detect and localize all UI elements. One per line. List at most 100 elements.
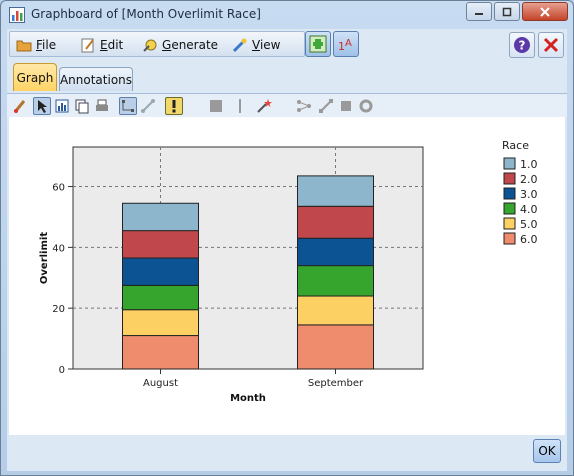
palette-toggle-button[interactable]: 1 A xyxy=(333,31,359,57)
square-icon xyxy=(210,100,222,112)
legend-swatch xyxy=(503,202,516,215)
x-tick-label: September xyxy=(308,378,364,389)
help-icon: ? xyxy=(514,37,530,53)
tab-graph[interactable]: Graph xyxy=(13,63,57,91)
print-icon xyxy=(96,99,108,111)
svg-text:1: 1 xyxy=(338,40,345,53)
menu-generate-label: Generate xyxy=(162,38,219,52)
menu-edit-label: Edit xyxy=(100,38,124,52)
x-axis-title: Month xyxy=(230,393,266,404)
print-tool[interactable] xyxy=(93,97,111,115)
legend-swatch xyxy=(503,187,516,200)
legend-swatch xyxy=(503,217,516,230)
menu-file[interactable]: File xyxy=(16,35,56,55)
menu-file-label: File xyxy=(36,38,57,52)
close-red-icon xyxy=(543,37,559,53)
folder-icon xyxy=(16,40,32,52)
minimize-button[interactable] xyxy=(466,2,492,21)
bar-segment xyxy=(122,257,199,286)
close-graph-button[interactable] xyxy=(538,32,564,58)
bar-segment xyxy=(122,202,199,232)
connector-icon xyxy=(319,99,333,113)
connector-tool[interactable] xyxy=(317,97,335,115)
insert-graph-icon xyxy=(309,35,327,53)
edit-icon xyxy=(81,38,94,53)
help-button[interactable]: ? xyxy=(509,32,535,58)
copy-icon xyxy=(75,99,89,114)
bar-segment xyxy=(297,237,374,267)
legend-title: Race xyxy=(502,139,529,152)
menu-bar: File Edit Generate View xyxy=(9,31,305,57)
bar-segment xyxy=(122,335,199,370)
brush-tool[interactable] xyxy=(11,97,29,115)
select-tool[interactable] xyxy=(33,97,51,115)
title-bar[interactable]: Graphboard of [Month Overlimit Race] xyxy=(1,1,573,29)
close-window-button[interactable] xyxy=(522,2,568,21)
graphboard-app-icon xyxy=(9,7,25,23)
view-icon xyxy=(232,38,247,53)
client-area: File Edit Generate View xyxy=(7,29,567,471)
magic-tool[interactable] xyxy=(255,97,273,115)
y-tick-label: 0 xyxy=(59,365,65,376)
y-tick-label: 20 xyxy=(52,304,65,315)
minimize-icon xyxy=(475,12,483,15)
legend-swatch xyxy=(503,232,516,245)
legend-label: 5.0 xyxy=(520,218,538,231)
svg-text:?: ? xyxy=(519,39,526,53)
shape-tool[interactable] xyxy=(357,97,375,115)
tab-bar: Graph Annotations xyxy=(7,61,567,91)
bar-segment xyxy=(297,205,374,239)
paintbrush-icon xyxy=(13,100,26,113)
menu-view-label: View xyxy=(252,38,281,52)
fill-square-icon xyxy=(341,101,351,111)
graph-toolbar xyxy=(7,93,567,117)
bar-segment xyxy=(122,284,199,311)
legend-swatch xyxy=(503,172,516,185)
bar-chart-icon xyxy=(55,99,69,113)
stacked-bar-chart[interactable]: 0 20 40 60 August September Month Overlimit Race… xyxy=(9,117,565,435)
maximize-icon xyxy=(502,7,512,16)
bar-segment xyxy=(122,309,199,337)
maximize-button[interactable] xyxy=(494,2,520,21)
gear-shape-icon xyxy=(359,99,373,113)
graph-panel: 0 20 40 60 August September Month Overlimit Race… xyxy=(9,117,565,435)
magic-wand-icon xyxy=(257,99,272,113)
font-size-icon: 1 A xyxy=(338,38,352,53)
x-tick-label: August xyxy=(143,378,178,389)
pointer-icon xyxy=(38,100,47,113)
bar-segment xyxy=(297,265,374,297)
connect-tool[interactable] xyxy=(119,97,137,115)
menu-edit[interactable]: Edit xyxy=(80,35,123,55)
exclamation-icon xyxy=(172,100,176,113)
legend-label: 2.0 xyxy=(520,173,538,186)
flow-tool[interactable] xyxy=(295,97,313,115)
bar-segment xyxy=(122,230,199,259)
y-axis-title: Overlimit xyxy=(39,232,50,284)
alert-tool[interactable] xyxy=(165,97,183,115)
close-icon xyxy=(540,6,550,17)
tab-annotations[interactable]: Annotations xyxy=(59,67,133,91)
legend-label: 4.0 xyxy=(520,203,538,216)
legend-label: 1.0 xyxy=(520,158,538,171)
menu-generate[interactable]: Generate xyxy=(142,35,218,55)
link-icon xyxy=(141,99,155,113)
flow-icon xyxy=(297,100,311,112)
svg-text:A: A xyxy=(345,38,352,49)
link-tool[interactable] xyxy=(139,97,157,115)
line-tool[interactable] xyxy=(231,97,249,115)
copy-tool[interactable] xyxy=(73,97,91,115)
explore-tool[interactable] xyxy=(53,97,71,115)
fill-tool[interactable] xyxy=(337,97,355,115)
legend-swatch xyxy=(503,157,516,170)
menu-view[interactable]: View xyxy=(232,35,280,55)
connect-icon xyxy=(122,100,134,112)
ok-button[interactable]: OK xyxy=(533,439,561,463)
legend-label: 6.0 xyxy=(520,233,538,246)
y-tick-label: 60 xyxy=(52,183,65,194)
y-tick-label: 40 xyxy=(52,243,65,254)
toggle-toolbar-button[interactable] xyxy=(305,31,331,57)
bar-segment xyxy=(297,175,374,207)
square-tool[interactable] xyxy=(207,97,225,115)
bar-segment xyxy=(297,324,374,370)
